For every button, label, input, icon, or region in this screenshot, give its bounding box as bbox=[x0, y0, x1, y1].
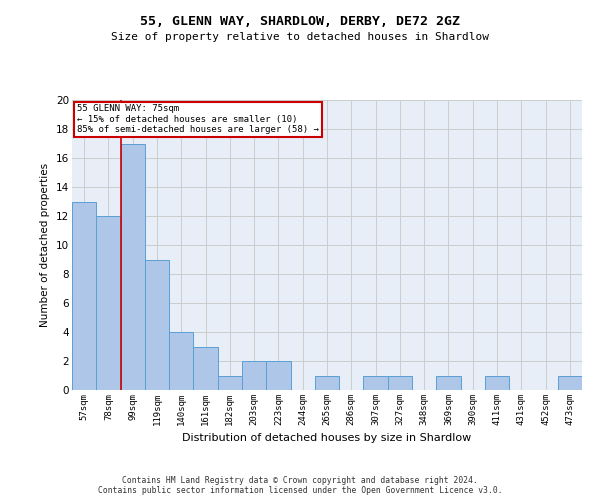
Bar bbox=[266, 361, 290, 390]
Bar bbox=[315, 376, 339, 390]
Bar bbox=[364, 376, 388, 390]
Bar bbox=[96, 216, 121, 390]
Bar bbox=[169, 332, 193, 390]
Text: 55 GLENN WAY: 75sqm
← 15% of detached houses are smaller (10)
85% of semi-detach: 55 GLENN WAY: 75sqm ← 15% of detached ho… bbox=[77, 104, 319, 134]
Text: Size of property relative to detached houses in Shardlow: Size of property relative to detached ho… bbox=[111, 32, 489, 42]
Bar bbox=[436, 376, 461, 390]
Text: Contains HM Land Registry data © Crown copyright and database right 2024.
Contai: Contains HM Land Registry data © Crown c… bbox=[98, 476, 502, 495]
Bar bbox=[218, 376, 242, 390]
X-axis label: Distribution of detached houses by size in Shardlow: Distribution of detached houses by size … bbox=[182, 434, 472, 444]
Bar bbox=[121, 144, 145, 390]
Bar bbox=[388, 376, 412, 390]
Text: 55, GLENN WAY, SHARDLOW, DERBY, DE72 2GZ: 55, GLENN WAY, SHARDLOW, DERBY, DE72 2GZ bbox=[140, 15, 460, 28]
Bar bbox=[485, 376, 509, 390]
Bar bbox=[72, 202, 96, 390]
Y-axis label: Number of detached properties: Number of detached properties bbox=[40, 163, 50, 327]
Bar bbox=[145, 260, 169, 390]
Bar bbox=[193, 346, 218, 390]
Bar bbox=[558, 376, 582, 390]
Bar bbox=[242, 361, 266, 390]
